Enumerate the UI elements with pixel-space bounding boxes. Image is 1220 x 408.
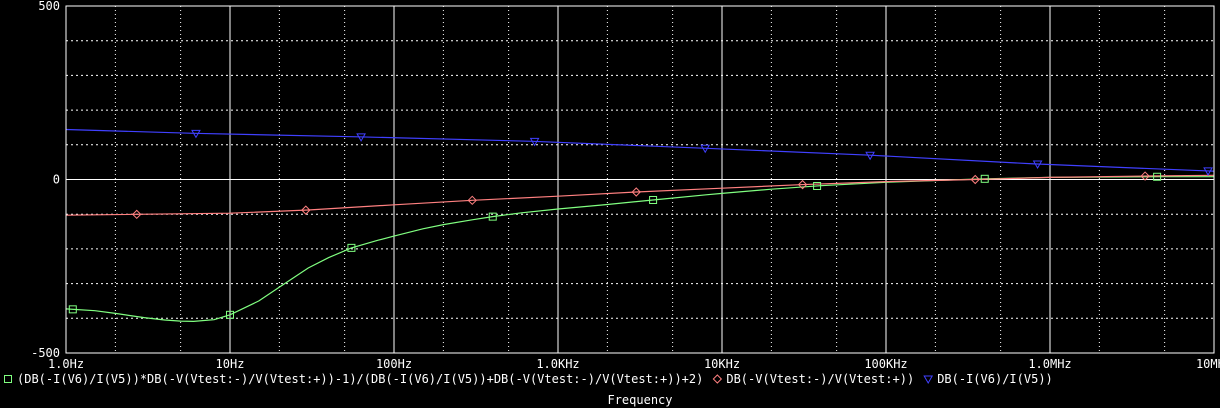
x-tick-label: 100KHz (864, 357, 907, 371)
x-tick-label: 10KHz (704, 357, 740, 371)
series-3-marker (700, 144, 711, 154)
series-1-marker (813, 182, 822, 191)
x-tick-label: 10Hz (216, 357, 245, 371)
x-tick-label: 10MHz (1196, 357, 1220, 371)
legend-entry-3: DB(-I(V6)/I(V5)) (937, 372, 1053, 386)
legend: (DB(-I(V6)/I(V5))*DB(-V(Vtest:-)/V(Vtest… (4, 372, 1053, 386)
y-tick-label: -500 (31, 346, 60, 360)
series-2-marker (797, 179, 808, 190)
x-tick-label: 1.0KHz (536, 357, 579, 371)
series-2-marker (1140, 171, 1150, 181)
plot-frame (65, 5, 1215, 354)
series-1-marker (347, 243, 356, 252)
series-1-marker (980, 174, 989, 183)
legend-entry-2: DB(-V(Vtest:-)/V(Vtest:+)) (726, 372, 914, 386)
series-line-3 (65, 128, 1215, 172)
series-3-marker (865, 151, 875, 161)
grid (66, 6, 1214, 353)
series-1-marker (488, 212, 497, 221)
series-line-2 (65, 174, 1215, 216)
series-1-marker (649, 195, 658, 204)
series-3-marker (356, 133, 366, 142)
x-tick-label: 1.0MHz (1028, 357, 1071, 371)
series-3-marker (1203, 167, 1213, 176)
legend-entry-1: (DB(-I(V6)/I(V5))*DB(-V(Vtest:-)/V(Vtest… (17, 372, 703, 386)
series-2-marker (467, 195, 477, 206)
series-line-1 (65, 176, 1214, 323)
x-tick-label: 100Hz (376, 357, 412, 371)
series-3-marker (191, 129, 201, 139)
series-2-marker (631, 187, 641, 197)
series-2-marker (132, 209, 142, 220)
series-2-marker (301, 205, 311, 215)
series-lines (65, 128, 1215, 323)
legend-marker-3 (923, 375, 934, 385)
y-tick-label: 500 (38, 0, 60, 13)
series-3-marker (529, 137, 540, 147)
x-axis-label: Frequency (607, 393, 672, 407)
tick-labels: 1.0Hz 10Hz 100Hz 1.0KHz 10KHz 100KHz 1.0MHz 10M… (31, 0, 1220, 371)
series-1-marker (1153, 172, 1162, 181)
y-tick-label: 0 (53, 173, 60, 187)
x-tick-label: 1.0Hz (48, 357, 84, 371)
series-2-marker (970, 174, 980, 185)
series-markers (68, 129, 1213, 319)
series-1-marker (226, 310, 234, 319)
series-3-marker (1032, 160, 1043, 170)
series-1-marker (68, 305, 77, 314)
legend-marker-1 (4, 375, 12, 383)
legend-marker-2 (712, 374, 723, 384)
